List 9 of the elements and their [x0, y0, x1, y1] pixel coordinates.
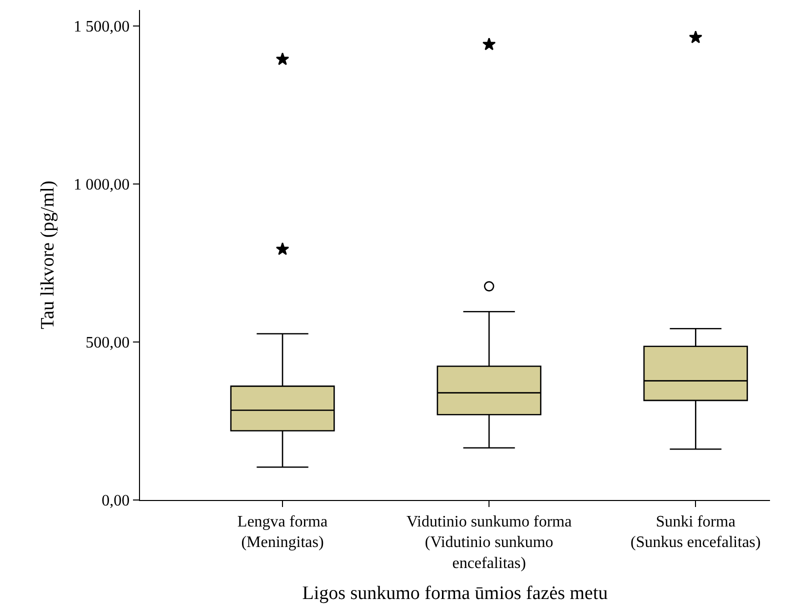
- x-axis-title: Ligos sunkumo forma ūmios fazės metu: [302, 582, 608, 604]
- x-tick-label: Lengva forma (Meningitas): [237, 513, 328, 552]
- x-tick-label: Vidutinio sunkumo forma (Vidutinio sunkumo encefalitas): [406, 513, 572, 572]
- y-tick-label: 1 500,00: [74, 18, 130, 36]
- y-tick-label: 1 000,00: [74, 176, 130, 194]
- y-axis-title: Tau likvore (pg/ml): [38, 180, 58, 330]
- x-tick-label: Sunki forma (Sunkus encefalitas): [630, 513, 761, 552]
- y-tick-label: 500,00: [86, 334, 130, 352]
- y-tick-label: 0,00: [102, 492, 130, 510]
